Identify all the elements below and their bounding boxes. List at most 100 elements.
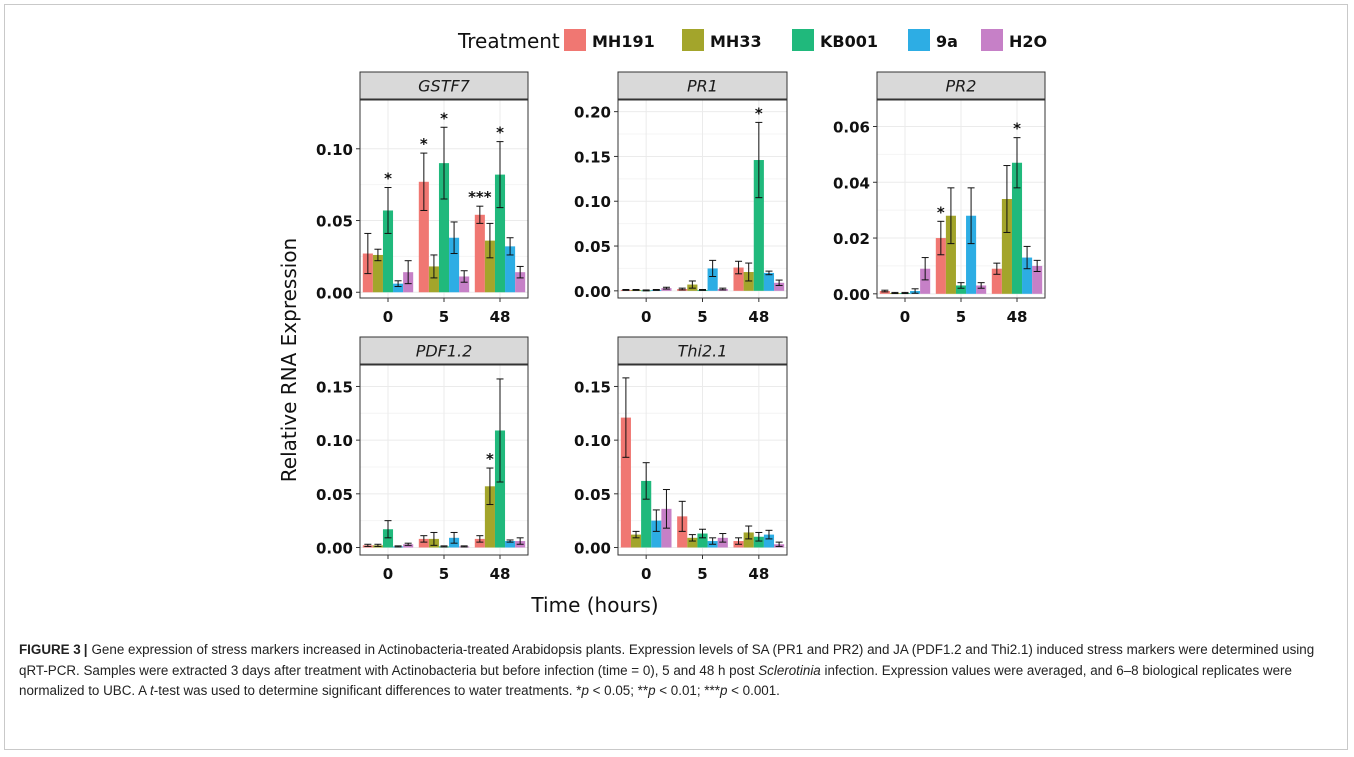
bar bbox=[955, 285, 967, 294]
facet-title: PR1 bbox=[687, 77, 718, 96]
x-tick-label: 48 bbox=[490, 565, 511, 583]
y-tick-label: 0.15 bbox=[574, 378, 611, 396]
bar bbox=[920, 268, 931, 294]
bar bbox=[753, 536, 764, 548]
significance-marker: * bbox=[496, 124, 504, 142]
bar bbox=[1032, 265, 1043, 294]
y-tick-label: 0.04 bbox=[833, 174, 870, 192]
y-tick-label: 0.00 bbox=[316, 539, 353, 557]
x-tick-label: 48 bbox=[748, 565, 769, 583]
caption-separator: | bbox=[83, 642, 88, 657]
caption-text: infection. Expression values were averag… bbox=[19, 662, 1292, 699]
bar bbox=[991, 268, 1002, 294]
bar bbox=[418, 181, 429, 293]
y-tick-label: 0.02 bbox=[833, 230, 870, 248]
bar bbox=[763, 272, 775, 291]
bar bbox=[945, 215, 956, 294]
caption-figure-label: FIGURE 3 bbox=[19, 642, 81, 657]
x-tick-label: 5 bbox=[697, 308, 707, 326]
y-tick-label: 0.00 bbox=[574, 283, 611, 301]
legend-label: KB001 bbox=[820, 32, 878, 51]
bar bbox=[677, 516, 688, 548]
bar bbox=[484, 486, 495, 548]
y-tick-label: 0.20 bbox=[574, 104, 611, 122]
caption-italic-genus: Sclerotinia bbox=[758, 662, 821, 678]
facet-title: GSTF7 bbox=[418, 77, 471, 96]
x-tick-label: 48 bbox=[748, 308, 769, 326]
bar bbox=[935, 238, 946, 294]
bar bbox=[505, 541, 516, 548]
legend-label: H2O bbox=[1009, 32, 1047, 51]
bar bbox=[393, 283, 404, 293]
caption-text: Gene expression of stress markers increa… bbox=[19, 642, 1315, 678]
legend-swatch bbox=[564, 29, 586, 51]
bar bbox=[505, 246, 516, 293]
bar bbox=[879, 291, 890, 294]
caption-italic-p: p bbox=[719, 683, 728, 698]
significance-marker: * bbox=[486, 450, 494, 468]
y-tick-label: 0.10 bbox=[316, 432, 353, 450]
bar bbox=[494, 174, 506, 293]
y-tick-label: 0.15 bbox=[574, 148, 611, 166]
y-tick-label: 0.06 bbox=[833, 118, 870, 136]
caption-text: < 0.01; *** bbox=[655, 683, 720, 698]
caption-italic-p: p bbox=[648, 683, 656, 698]
bar bbox=[620, 417, 631, 548]
y-tick-label: 0.05 bbox=[574, 238, 611, 256]
bar bbox=[428, 266, 439, 293]
bar bbox=[707, 268, 718, 291]
y-tick-label: 0.00 bbox=[833, 286, 870, 304]
caption-text: -test was used to determine significant … bbox=[153, 683, 582, 698]
bar bbox=[687, 537, 698, 548]
x-tick-label: 5 bbox=[439, 565, 449, 583]
bar bbox=[743, 532, 754, 548]
significance-marker: * bbox=[420, 135, 428, 153]
x-tick-label: 48 bbox=[1007, 308, 1028, 326]
bar bbox=[382, 529, 394, 548]
bar bbox=[1022, 257, 1033, 294]
figure-frame bbox=[4, 4, 1348, 750]
panels: GSTF7*******0.000.050.100 5 48PR1*0.000.05… bbox=[316, 71, 1046, 583]
bar bbox=[966, 215, 977, 294]
legend-label: MH33 bbox=[710, 32, 762, 51]
bar bbox=[651, 520, 662, 548]
y-tick-label: 0.00 bbox=[574, 539, 611, 557]
x-tick-label: 0 bbox=[383, 565, 393, 583]
caption-text: < 0.05; ** bbox=[588, 683, 649, 698]
legend-swatch bbox=[792, 29, 814, 51]
x-tick-label: 0 bbox=[641, 565, 651, 583]
significance-marker: *** bbox=[468, 188, 492, 206]
facet-panel: PDF1.2 * 0.00 0.05 0.10 0.15 0 5 48 bbox=[316, 336, 529, 583]
facet-panel: PR1 * 0.00 0.05 0.10 0.15 0.20 0 5 48 bbox=[574, 71, 788, 326]
bar bbox=[372, 254, 383, 293]
x-tick-label: 5 bbox=[956, 308, 966, 326]
bar bbox=[515, 272, 526, 293]
bar bbox=[763, 534, 775, 548]
x-tick-label: 5 bbox=[439, 308, 449, 326]
figure-chart: Treatment MH191 MH33 KB001 9a H2O GSTF7*****… bbox=[277, 29, 1047, 617]
bar bbox=[438, 163, 450, 293]
x-tick-label: 48 bbox=[490, 308, 511, 326]
y-tick-label: 0.00 bbox=[316, 284, 353, 302]
facet-panel: PR2 * * 0.00 0.02 0.04 0.06 0 5 48 bbox=[833, 71, 1046, 326]
bar bbox=[474, 538, 485, 548]
bar bbox=[418, 538, 429, 548]
x-tick-label: 0 bbox=[900, 308, 910, 326]
bar bbox=[641, 480, 652, 548]
facet-panel: Thi2.1 0.00 0.05 0.10 0.15 0 5 48 bbox=[574, 336, 788, 583]
bar bbox=[494, 430, 506, 548]
y-tick-label: 0.05 bbox=[316, 213, 353, 231]
bar bbox=[753, 160, 764, 291]
facet-strip bbox=[359, 336, 529, 365]
bar bbox=[630, 534, 642, 548]
legend-label: 9a bbox=[936, 32, 958, 51]
bar bbox=[774, 282, 785, 291]
x-tick-label: 0 bbox=[641, 308, 651, 326]
bar bbox=[1001, 199, 1012, 294]
significance-marker: * bbox=[384, 170, 392, 188]
legend-swatch bbox=[908, 29, 930, 51]
x-tick-label: 0 bbox=[383, 308, 393, 326]
facet-title: PR2 bbox=[946, 77, 977, 96]
facet-title: PDF1.2 bbox=[416, 342, 473, 361]
significance-marker: * bbox=[755, 104, 763, 122]
